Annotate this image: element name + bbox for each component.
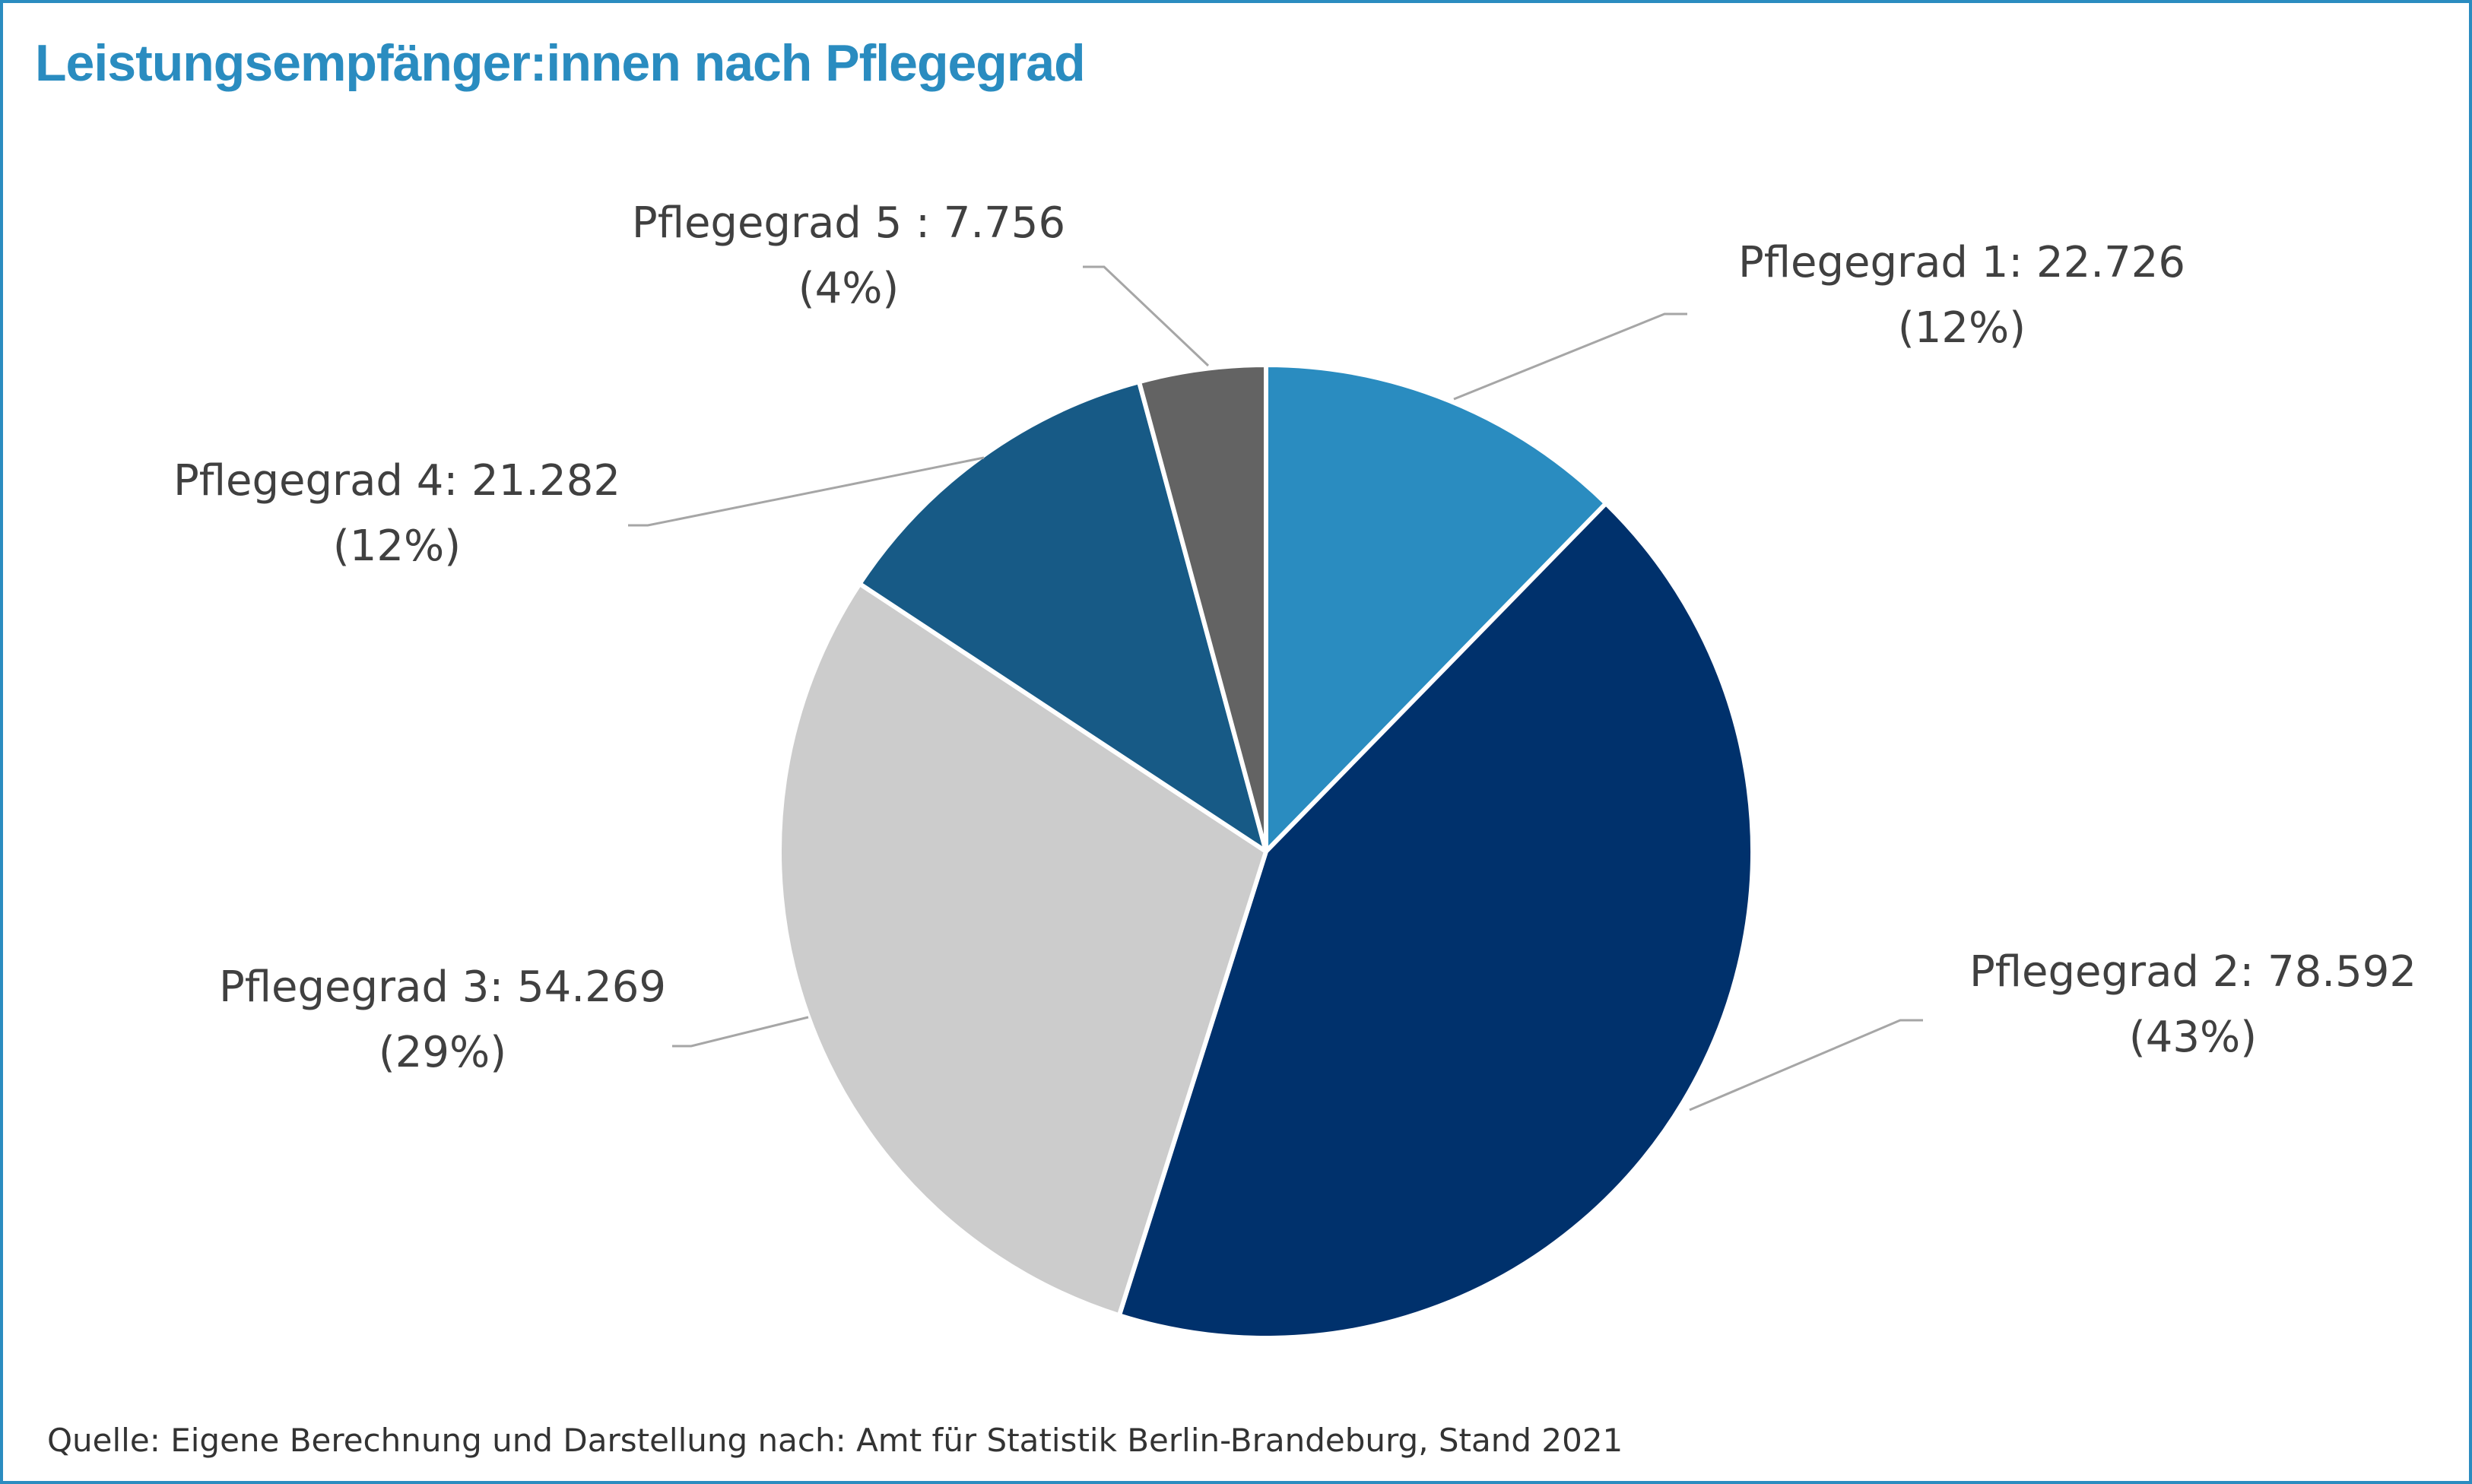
leader-line-1 [1453,312,1687,401]
pie-slices [777,363,1755,1340]
source-note: Quelle: Eigene Berechnung und Darstellun… [47,1422,1623,1459]
pie-slice-2 [1116,501,1755,1340]
slice-percent-5: (4%) [798,264,900,313]
leader-lines [628,265,1923,1111]
slice-label-4: Pflegegrad 4: 21.282 [173,456,620,506]
slice-percent-1: (12%) [1898,303,2026,353]
pie-slice-3 [777,581,1268,1318]
slice-label-3: Pflegegrad 3: 54.269 [219,962,666,1012]
slice-label-2: Pflegegrad 2: 78.592 [1969,947,2416,997]
leader-line-2 [1689,1019,1923,1111]
leader-line-3 [672,1016,809,1048]
slice-percent-4: (12%) [333,522,461,571]
leader-line-4 [628,456,985,527]
leader-line-5 [1083,265,1210,367]
pie-chart: Pflegegrad 1: 22.726 (12%) Pflegegrad 2: 7… [173,198,2416,1340]
pie-slice-1 [1264,363,1609,854]
slice-labels: Pflegegrad 1: 22.726 (12%) Pflegegrad 2: 7… [173,198,2416,1077]
pie-slice-5 [1137,363,1268,854]
slice-label-5: Pflegegrad 5 : 7.756 [632,198,1065,248]
slice-percent-2: (43%) [2129,1013,2257,1062]
slice-label-1: Pflegegrad 1: 22.726 [1738,238,2185,287]
slice-percent-3: (29%) [379,1028,506,1077]
chart-title: Leistungsempfänger:innen nach Pflegegrad [35,34,1086,92]
